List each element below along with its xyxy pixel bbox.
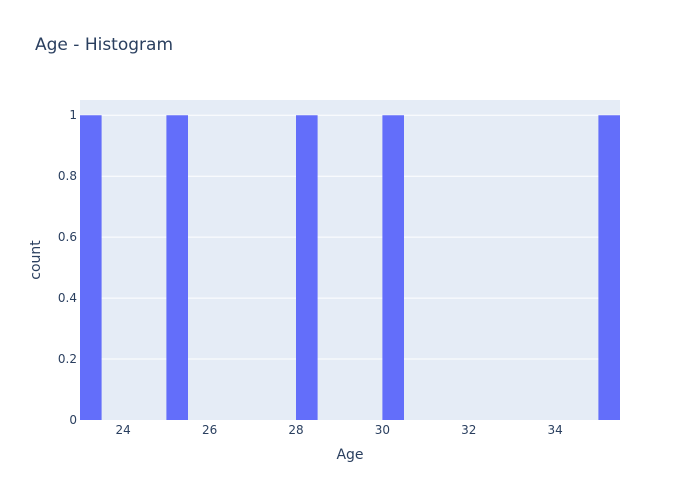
x-tick-label: 28 bbox=[288, 423, 303, 437]
y-tick-label: 1 bbox=[69, 108, 77, 122]
x-tick-label: 26 bbox=[202, 423, 217, 437]
plot-area bbox=[80, 100, 620, 420]
histogram-bar bbox=[166, 115, 188, 420]
x-tick-label: 34 bbox=[548, 423, 563, 437]
chart-title: Age - Histogram bbox=[35, 35, 173, 55]
y-tick-label: 0.4 bbox=[58, 291, 77, 305]
histogram-bar bbox=[598, 115, 620, 420]
x-axis-title: Age bbox=[336, 447, 363, 463]
y-axis-ticks: 0 0.2 0.4 0.6 0.8 1 bbox=[58, 108, 77, 427]
x-tick-label: 24 bbox=[116, 423, 131, 437]
bars bbox=[80, 115, 620, 420]
y-tick-label: 0.8 bbox=[58, 169, 77, 183]
y-tick-label: 0.2 bbox=[58, 352, 77, 366]
histogram-bar bbox=[296, 115, 318, 420]
histogram-bar bbox=[382, 115, 404, 420]
x-axis-ticks: 24 26 28 30 32 34 bbox=[116, 423, 563, 437]
x-tick-label: 32 bbox=[461, 423, 476, 437]
y-tick-label: 0.6 bbox=[58, 230, 77, 244]
y-tick-label: 0 bbox=[69, 413, 77, 427]
histogram-bar bbox=[80, 115, 102, 420]
y-axis-title: count bbox=[28, 240, 44, 280]
x-tick-label: 30 bbox=[375, 423, 390, 437]
